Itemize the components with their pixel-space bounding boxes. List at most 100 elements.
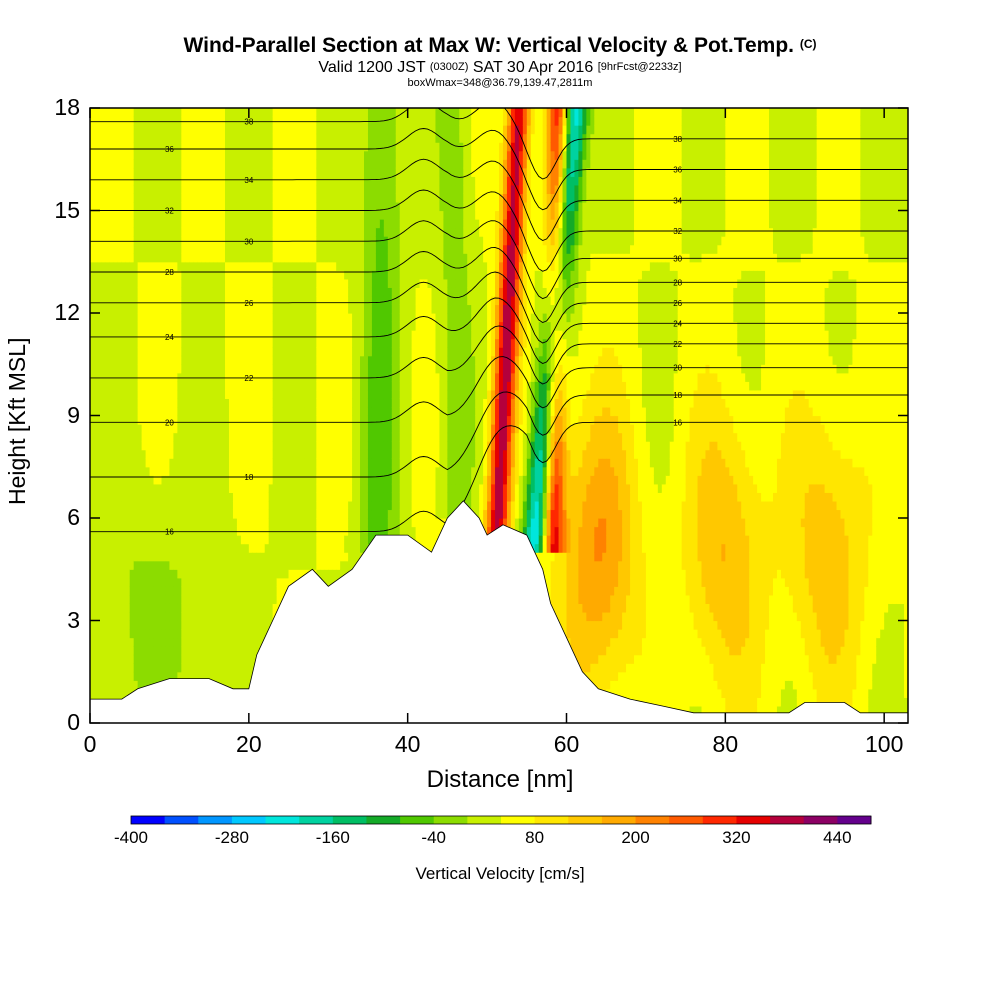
w-cell [284,270,290,280]
w-cell [260,611,266,622]
w-cell [260,176,266,186]
w-cell [332,381,337,391]
w-cell [232,441,238,451]
w-cell [348,509,353,519]
w-cell [272,236,278,246]
w-cell [109,398,115,408]
w-cell [125,389,131,400]
w-cell [109,586,115,596]
w-cell [101,560,107,570]
w-cell [268,372,274,382]
w-cell [260,552,266,562]
w-cell [145,219,151,229]
w-cell [284,355,290,365]
w-cell [205,441,210,451]
w-cell [109,184,115,195]
w-cell [217,372,222,382]
w-cell [117,295,123,306]
w-cell [256,458,262,468]
w-cell [252,432,258,442]
w-cell [97,509,103,519]
w-cell [344,193,349,203]
w-cell [276,142,282,152]
w-cell [340,244,345,254]
w-cell [161,347,167,357]
w-cell [145,543,151,553]
w-cell [248,338,254,348]
w-cell [260,458,266,468]
w-cell [240,552,246,562]
w-cell [117,483,123,493]
w-cell [181,594,186,605]
w-cell [360,313,365,323]
w-cell [240,244,246,254]
w-cell [356,108,361,118]
w-cell [161,406,167,417]
w-cell [205,210,210,220]
w-cell [213,253,218,263]
w-cell [308,270,313,280]
w-cell [264,492,270,502]
w-cell [109,543,115,553]
w-cell [149,432,155,442]
w-cell [232,432,238,442]
w-cell [173,176,178,186]
w-cell [193,321,198,331]
w-cell [284,347,290,357]
w-cell [101,654,107,664]
w-cell [177,219,182,229]
w-cell [193,483,198,493]
w-cell [288,389,294,400]
w-cell [209,594,214,605]
w-cell [197,270,202,280]
w-cell [328,483,333,493]
w-cell [209,270,214,280]
w-cell [129,261,135,271]
w-cell [276,116,282,126]
w-cell [348,424,353,434]
w-cell [109,355,115,365]
w-cell [201,167,206,177]
w-cell [161,466,167,476]
w-cell [149,244,155,254]
w-cell [225,611,230,622]
w-cell [248,594,254,605]
w-cell [244,603,250,613]
w-cell [336,270,341,280]
w-cell [284,372,290,382]
w-cell [125,560,131,570]
w-cell [244,466,250,476]
w-cell [296,210,302,220]
w-cell [284,184,290,195]
w-cell [336,389,341,400]
w-cell [169,569,174,579]
w-cell [288,116,294,126]
w-cell [193,646,198,656]
w-cell [312,560,317,570]
w-cell [248,278,254,288]
w-cell [260,219,266,229]
w-cell [228,611,234,622]
w-cell [363,492,369,502]
w-cell [264,518,270,528]
w-cell [268,509,274,519]
w-cell [248,201,254,212]
w-cell [177,321,182,331]
w-cell [189,313,194,323]
w-cell [225,330,230,340]
w-cell [276,193,282,203]
w-cell [324,244,329,254]
w-cell [328,330,333,340]
w-cell [316,552,321,562]
w-cell [181,133,186,143]
w-cell [153,629,159,639]
w-cell [181,560,186,570]
w-cell [197,304,202,314]
w-cell [252,654,258,664]
w-cell [177,338,182,348]
w-cell [117,355,123,365]
w-cell [272,424,278,434]
w-cell [225,680,230,690]
w-cell [121,133,127,143]
w-cell [217,458,222,468]
